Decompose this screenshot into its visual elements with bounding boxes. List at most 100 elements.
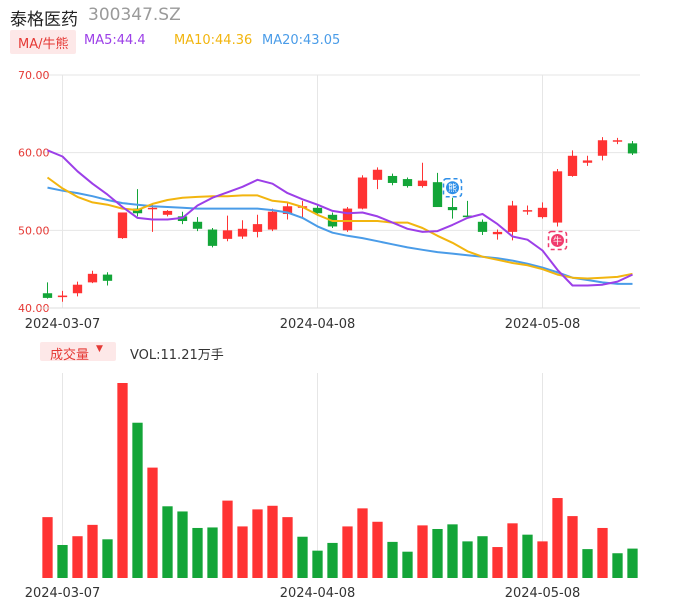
caret-down-icon[interactable]: ▼ xyxy=(96,344,103,354)
volume-bar xyxy=(492,547,503,578)
volume-bar xyxy=(72,536,83,578)
bear-marker-icon: 熊 xyxy=(442,177,463,198)
marker-frame xyxy=(547,230,568,251)
ma-indicator-badge[interactable] xyxy=(10,30,76,54)
candle-body xyxy=(87,273,98,283)
candle-body xyxy=(72,284,83,294)
ma20-legend: MA20:43.05 xyxy=(262,33,341,48)
candle-body xyxy=(597,140,608,156)
marker-frame xyxy=(442,177,463,198)
volume-bar xyxy=(507,523,518,578)
volume-bar xyxy=(462,541,473,578)
candle-body xyxy=(627,143,638,154)
volume-bar xyxy=(312,550,323,578)
ma20-line xyxy=(47,186,633,285)
x-tick-label: 2024-05-08 xyxy=(505,317,581,332)
candle-body xyxy=(417,180,428,187)
volume-bar xyxy=(42,517,53,578)
candle-body xyxy=(372,169,383,180)
candle-body xyxy=(447,207,458,211)
candle-body xyxy=(312,207,323,214)
volume-bar xyxy=(597,527,608,578)
volume-bar xyxy=(117,383,128,578)
candle-body xyxy=(567,155,578,176)
candle-body xyxy=(612,140,623,142)
candle-body xyxy=(522,210,533,212)
candle-body xyxy=(342,208,353,231)
candle-body xyxy=(477,221,488,232)
volume-bar xyxy=(357,508,368,578)
volume-bar xyxy=(582,549,593,578)
volume-bar xyxy=(282,517,293,578)
ma10-line xyxy=(46,176,633,280)
y-tick-label: 70.00 xyxy=(18,69,50,82)
volume-bar xyxy=(447,524,458,578)
volume-bar xyxy=(252,509,263,578)
volume-x-tick-label: 2024-03-07 xyxy=(25,586,101,601)
volume-bar xyxy=(222,500,233,578)
candle-body xyxy=(507,205,518,232)
volume-bar xyxy=(267,505,278,578)
volume-bar xyxy=(552,498,563,578)
x-tick-label: 2024-03-07 xyxy=(25,317,101,332)
candle-body xyxy=(537,207,548,218)
candle-body xyxy=(57,295,68,298)
volume-bar xyxy=(162,506,173,578)
volume-bar xyxy=(387,541,398,578)
volume-bar xyxy=(192,527,203,578)
volume-bar xyxy=(537,541,548,578)
candle-body xyxy=(147,207,158,210)
candle-body xyxy=(387,175,398,183)
volume-bar xyxy=(237,526,248,578)
volume-bar xyxy=(432,528,443,578)
y-tick-label: 60.00 xyxy=(18,147,50,160)
candle-body xyxy=(267,211,278,230)
volume-x-tick-label: 2024-04-08 xyxy=(280,586,356,601)
volume-bar xyxy=(87,524,98,578)
volume-bar xyxy=(342,526,353,578)
volume-bar xyxy=(477,536,488,578)
volume-bar xyxy=(612,553,623,578)
candle-body xyxy=(237,228,248,237)
x-tick-label: 2024-04-08 xyxy=(280,317,356,332)
candle-body xyxy=(192,221,203,229)
volume-bar xyxy=(567,516,578,578)
candle-body xyxy=(402,179,413,187)
ma-indicator-label[interactable]: MA/牛熊 xyxy=(18,37,69,52)
candle-body xyxy=(117,212,128,239)
volume-bar xyxy=(147,467,158,578)
candle-body xyxy=(162,210,173,215)
volume-bar xyxy=(102,539,113,578)
candle-body xyxy=(582,160,593,163)
volume-value: VOL:11.21万手 xyxy=(130,348,224,363)
ma10-legend: MA10:44.36 xyxy=(174,33,253,48)
volume-bar xyxy=(627,548,638,578)
volume-bar xyxy=(522,534,533,578)
marker-dot xyxy=(446,181,459,195)
volume-indicator-badge[interactable] xyxy=(40,342,116,361)
marker-dot xyxy=(551,233,564,247)
candle-body xyxy=(357,177,368,209)
marker-label: 熊 xyxy=(448,182,457,194)
volume-bar xyxy=(372,521,383,578)
y-tick-label: 50.00 xyxy=(18,224,50,237)
stock-code: 300347.SZ xyxy=(88,5,181,25)
volume-bar xyxy=(297,536,308,578)
candle-body xyxy=(252,224,263,232)
marker-label: 牛 xyxy=(553,235,562,247)
volume-bar xyxy=(402,551,413,578)
candle-body xyxy=(207,229,218,246)
volume-x-tick-label: 2024-05-08 xyxy=(505,586,581,601)
volume-bar xyxy=(417,525,428,578)
candle-body xyxy=(222,230,233,239)
candle-body xyxy=(492,231,503,235)
volume-indicator-label[interactable]: 成交量 xyxy=(50,348,90,363)
volume-bar xyxy=(177,511,188,578)
candle-body xyxy=(432,182,443,208)
stock-name: 泰格医药 xyxy=(10,10,78,30)
candle-body xyxy=(102,274,113,281)
ma5-legend: MA5:44.4 xyxy=(84,33,146,48)
volume-bar xyxy=(132,422,143,578)
candle-body xyxy=(462,215,473,218)
